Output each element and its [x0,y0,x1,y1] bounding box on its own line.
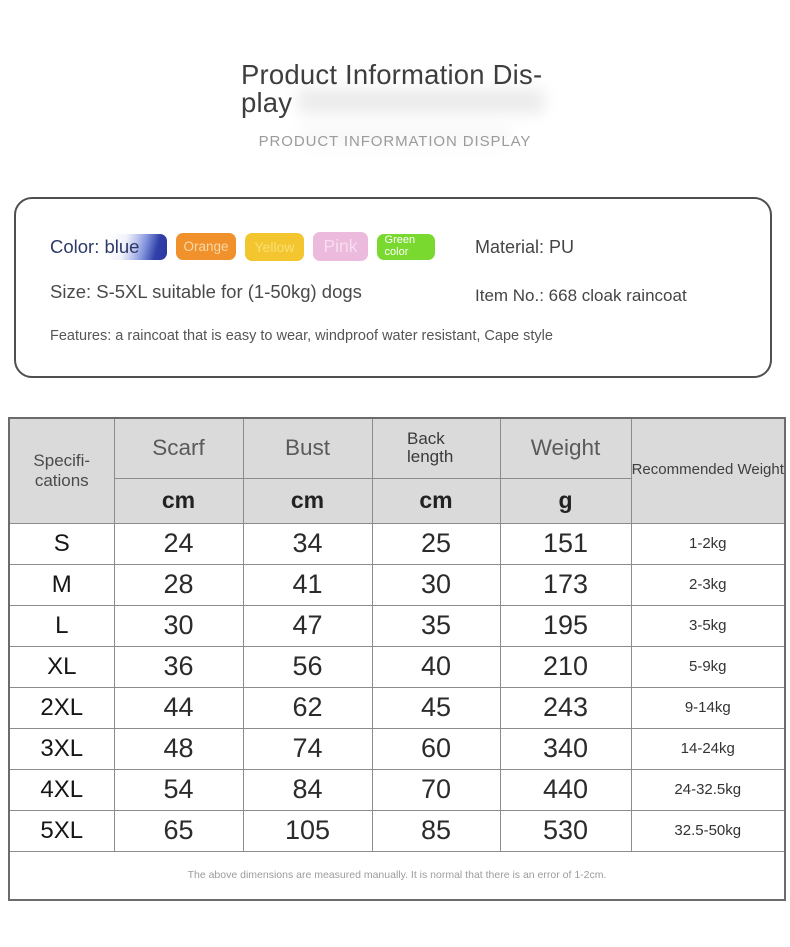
back-length-value-cell: 70 [371,768,501,811]
unit-cell: g [499,477,632,524]
weight-value-cell: 530 [499,809,632,852]
weight-value-cell: 440 [499,768,632,811]
weight-value-cell: 243 [499,686,632,729]
back-length-value-cell: 35 [371,604,501,647]
table-row: 3XL 48 74 60 340 14-24kg [8,727,786,770]
size-label-cell: S [8,522,115,565]
table-row: L 30 47 35 195 3-5kg [8,604,786,647]
scarf-value-cell: 44 [113,686,244,729]
size-label-cell: M [8,563,115,606]
page-title-line1: Product Information Dis- [241,59,543,90]
col-header-back-length: Back length [371,417,501,479]
recommended-weight-cell: 14-24kg [630,727,786,770]
scarf-value-cell: 48 [113,727,244,770]
col-header-weight: Weight [499,417,632,479]
size-label-cell: L [8,604,115,647]
recommended-weight-cell: 24-32.5kg [630,768,786,811]
color-chip-pink: Pink [313,232,368,261]
color-row: Color: blue Orange Yellow Pink Green col… [50,232,435,261]
color-chip-yellow: Yellow [244,232,305,261]
table-row: M 28 41 30 173 2-3kg [8,563,786,606]
size-label-cell: 2XL [8,686,115,729]
features-text: Features: a raincoat that is easy to wea… [50,328,553,344]
back-length-value-cell: 30 [371,563,501,606]
page-subtitle: PRODUCT INFORMATION DISPLAY [258,133,532,150]
scarf-value-cell: 65 [113,809,244,852]
col-header-scarf: Scarf [113,417,244,479]
bust-value-cell: 105 [242,809,373,852]
spec-header-cell: Specifi-cations [8,417,115,524]
bust-value-cell: 62 [242,686,373,729]
bust-value-cell: 74 [242,727,373,770]
unit-cell: cm [242,477,373,524]
color-chip-green: Green color [376,233,435,260]
color-label: Color: blue [50,235,140,257]
bust-value-cell: 47 [242,604,373,647]
page-title-line2: play [241,87,293,118]
size-chart-table: Specifi-cations Scarf Bust Back length W… [8,417,786,901]
size-label-cell: 3XL [8,727,115,770]
blue-color-swatch [109,233,168,260]
size-label-cell: 4XL [8,768,115,811]
back-length-value-cell: 40 [371,645,501,688]
color-chip-orange: Orange [176,233,236,260]
scarf-value-cell: 28 [113,563,244,606]
bust-value-cell: 84 [242,768,373,811]
back-length-value-cell: 60 [371,727,501,770]
scarf-value-cell: 24 [113,522,244,565]
back-length-value-cell: 25 [371,522,501,565]
measurement-disclaimer: The above dimensions are measured manual… [8,850,786,901]
table-footnote-row: The above dimensions are measured manual… [8,850,786,901]
watermark-smudge [298,88,544,114]
table-row: 5XL 65 105 85 530 32.5-50kg [8,809,786,852]
back-length-value-cell: 85 [371,809,501,852]
scarf-value-cell: 54 [113,768,244,811]
bust-value-cell: 41 [242,563,373,606]
scarf-value-cell: 36 [113,645,244,688]
product-info-box: Color: blue Orange Yellow Pink Green col… [14,197,772,378]
weight-value-cell: 173 [499,563,632,606]
size-label-cell: 5XL [8,809,115,852]
table-row: 2XL 44 62 45 243 9-14kg [8,686,786,729]
scarf-value-cell: 30 [113,604,244,647]
recommended-weight-cell: 5-9kg [630,645,786,688]
recommended-weight-cell: 2-3kg [630,563,786,606]
bust-value-cell: 56 [242,645,373,688]
col-header-bust: Bust [242,417,373,479]
size-range-text: Size: S-5XL suitable for (1-50kg) dogs [50,281,362,302]
weight-value-cell: 210 [499,645,632,688]
recommended-weight-cell: 9-14kg [630,686,786,729]
unit-cell: cm [113,477,244,524]
page-title: Product Information Dis- play [241,61,542,117]
weight-value-cell: 340 [499,727,632,770]
table-row: 4XL 54 84 70 440 24-32.5kg [8,768,786,811]
unit-cell: cm [371,477,501,524]
weight-value-cell: 151 [499,522,632,565]
material-text: Material: PU [475,237,575,257]
table-row: XL 36 56 40 210 5-9kg [8,645,786,688]
watermark-smudge [300,128,510,144]
bust-value-cell: 34 [242,522,373,565]
item-number-text: Item No.: 668 cloak raincoat [475,286,687,305]
back-length-label: Back length [407,428,454,466]
col-header-recommended-weight: Recommended Weight [630,417,786,524]
recommended-weight-cell: 1-2kg [630,522,786,565]
table-row: S 24 34 25 151 1-2kg [8,522,786,565]
size-label-cell: XL [8,645,115,688]
recommended-weight-cell: 3-5kg [630,604,786,647]
weight-value-cell: 195 [499,604,632,647]
recommended-weight-cell: 32.5-50kg [630,809,786,852]
back-length-value-cell: 45 [371,686,501,729]
